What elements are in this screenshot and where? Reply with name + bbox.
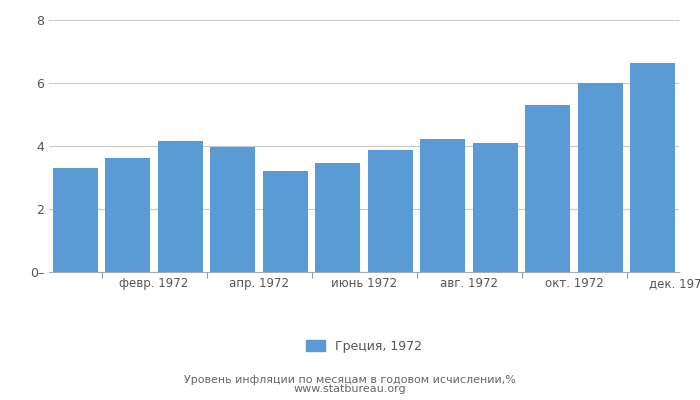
Bar <box>368 150 412 272</box>
Bar <box>421 139 465 272</box>
Bar <box>473 142 517 272</box>
Text: www.statbureau.org: www.statbureau.org <box>294 384 406 394</box>
Bar <box>263 171 307 272</box>
Bar <box>53 168 97 272</box>
Bar <box>316 163 360 272</box>
Bar <box>106 158 150 272</box>
Bar <box>158 141 202 272</box>
Text: Уровень инфляции по месяцам в годовом исчислении,%: Уровень инфляции по месяцам в годовом ис… <box>184 375 516 385</box>
Bar <box>578 83 622 272</box>
Bar <box>526 105 570 272</box>
Bar <box>631 63 675 272</box>
Bar <box>211 147 255 272</box>
Legend: Греция, 1972: Греция, 1972 <box>300 334 428 359</box>
